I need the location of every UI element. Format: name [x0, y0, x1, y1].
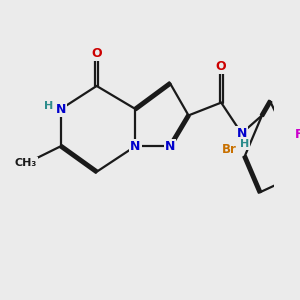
Text: F: F: [295, 128, 300, 141]
Text: H: H: [44, 101, 53, 111]
Text: O: O: [91, 47, 102, 60]
Text: N: N: [130, 140, 141, 153]
Text: H: H: [240, 139, 249, 149]
Text: O: O: [216, 60, 226, 73]
Text: N: N: [56, 103, 66, 116]
Text: N: N: [236, 127, 247, 140]
Text: N: N: [165, 140, 175, 153]
Text: Br: Br: [222, 143, 237, 156]
Text: CH₃: CH₃: [15, 158, 37, 168]
